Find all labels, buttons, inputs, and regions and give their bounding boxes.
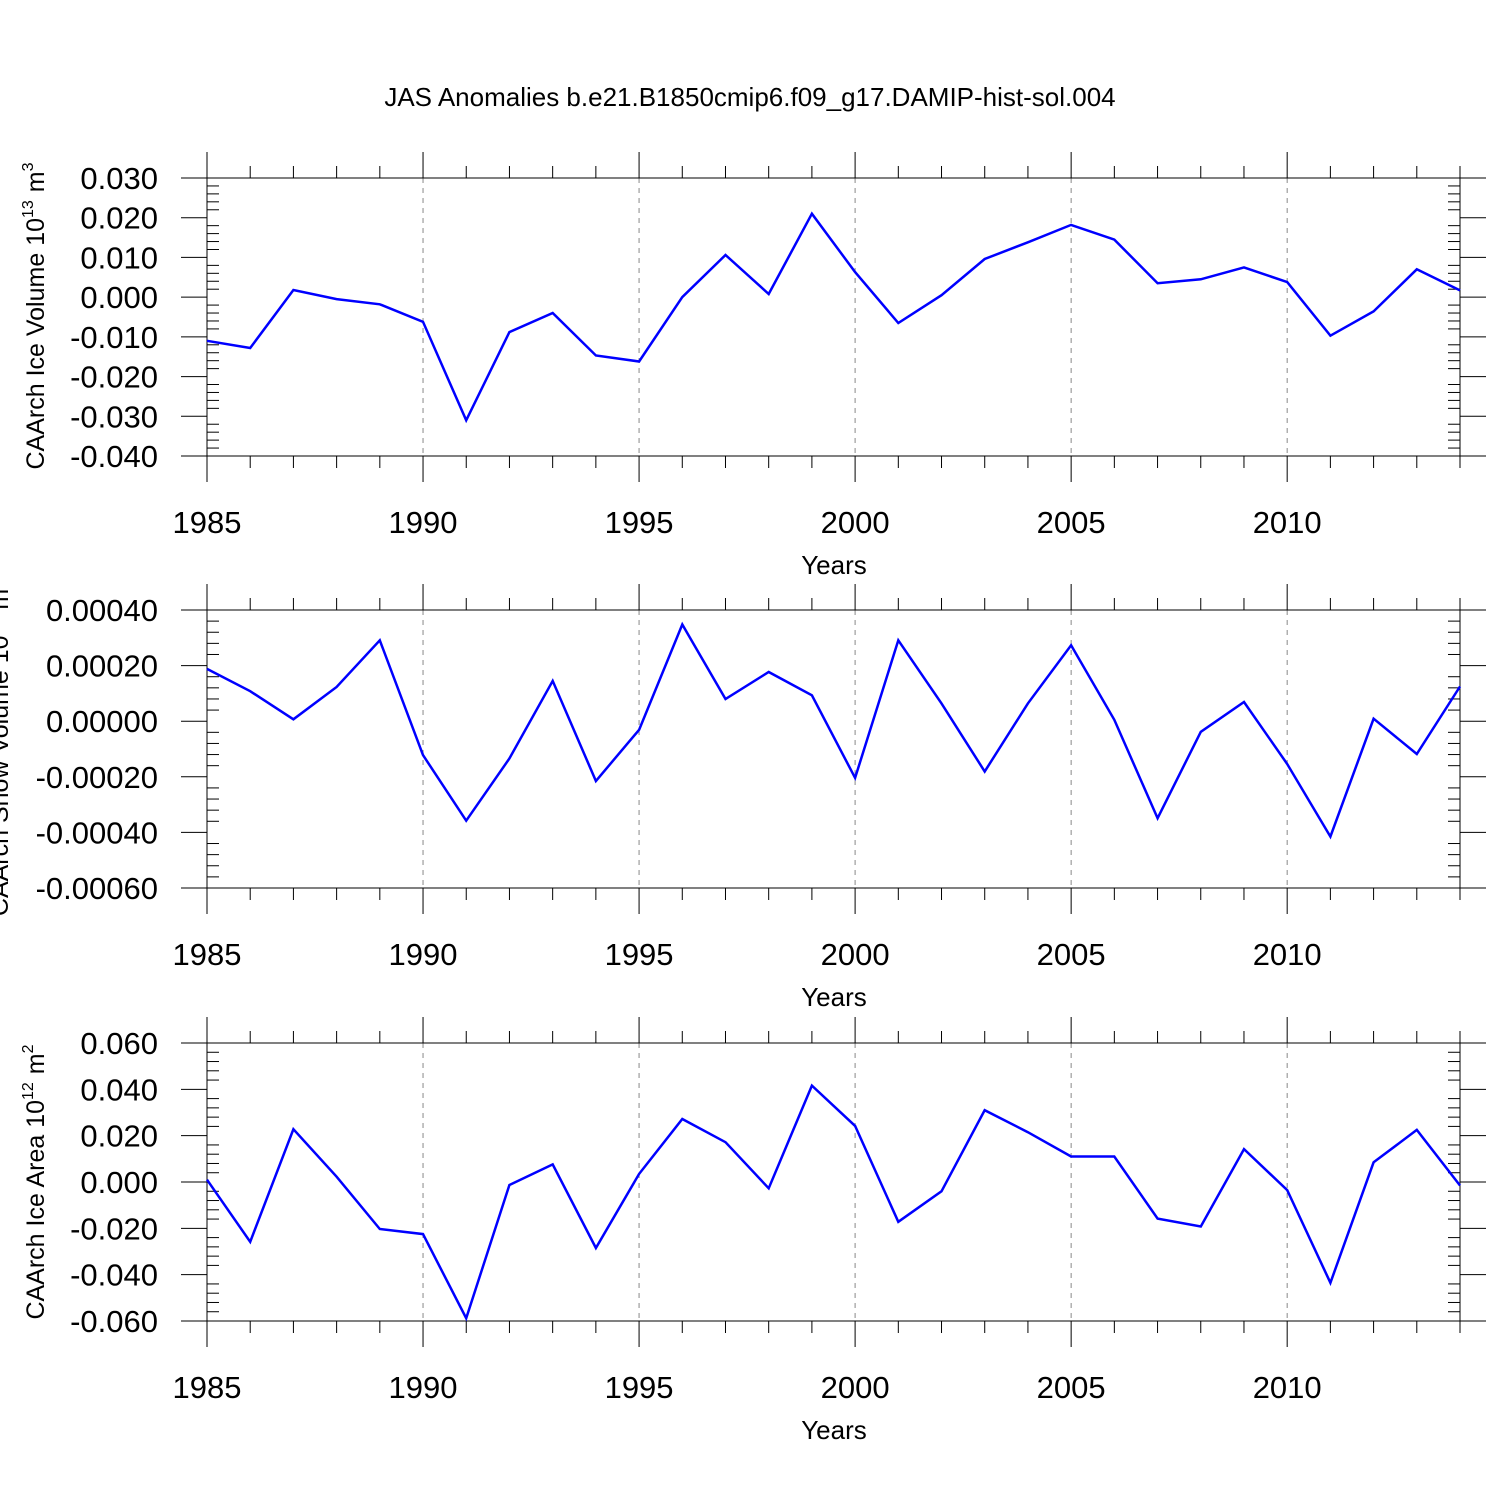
y-axis-title: CAArch Snow Volume 1013m3 [0, 580, 14, 916]
snow-volume-panel: CAArch Snow Volume 1013m3 Years -0.00060… [0, 580, 1486, 1012]
y-tick-label: -0.010 [70, 320, 158, 355]
y-tick-label: 0.020 [80, 201, 158, 236]
x-tick-label: 1995 [605, 1370, 674, 1405]
y-tick-label: 0.010 [80, 240, 158, 275]
ice-volume-panel: CAArch Ice Volume 1013m3 Years -0.040 -0.… [20, 152, 1486, 580]
x-tick-label: 1995 [605, 505, 674, 540]
y-tick-label: 0.000 [80, 280, 158, 315]
x-axis-title: Years [801, 982, 867, 1012]
x-tick-label: 2005 [1037, 505, 1106, 540]
x-tick-label: 1985 [173, 1370, 242, 1405]
x-tick-label: 2000 [821, 937, 890, 972]
x-tick-label: 2010 [1253, 505, 1322, 540]
series-line [205, 1083, 1461, 1322]
x-tick-label: 2000 [821, 1370, 890, 1405]
x-tick-label: 1985 [173, 937, 242, 972]
plot-frame [206, 609, 1461, 889]
series-line [206, 621, 1462, 840]
x-tick-label: 1990 [389, 1370, 458, 1405]
x-axis-title: Years [801, 550, 867, 580]
x-tick-label: 2005 [1037, 937, 1106, 972]
y-tick-label: 0.000 [80, 1165, 158, 1200]
figure-title: JAS Anomalies b.e21.B1850cmip6.f09_g17.D… [384, 82, 1115, 112]
plot-frame [206, 1042, 1461, 1322]
y-tick-label: -0.020 [70, 360, 158, 395]
x-tick-label: 1995 [605, 937, 674, 972]
x-tick-label: 1990 [389, 937, 458, 972]
y-tick-label: -0.040 [70, 439, 158, 474]
x-tick-label: 2005 [1037, 1370, 1106, 1405]
x-tick-label: 1985 [173, 505, 242, 540]
y-axis-title: CAArch Ice Volume 1013m3 [20, 162, 50, 469]
series-line [206, 211, 1461, 424]
y-tick-label: 0.060 [80, 1026, 158, 1061]
x-tick-label: 2000 [821, 505, 890, 540]
x-tick-label: 2010 [1253, 937, 1322, 972]
x-tick-label: 2010 [1253, 1370, 1322, 1405]
x-axis-title: Years [801, 1415, 867, 1445]
y-tick-label: 0.030 [80, 161, 158, 196]
y-tick-label: -0.00060 [36, 871, 158, 906]
y-axis-title: CAArch Ice Area 1012m2 [20, 1044, 50, 1319]
y-tick-label: 0.00020 [46, 649, 158, 684]
x-tick-label: 1990 [389, 505, 458, 540]
y-tick-label: 0.00000 [46, 704, 158, 739]
y-tick-label: -0.040 [70, 1258, 158, 1293]
y-tick-label: 0.020 [80, 1119, 158, 1154]
y-tick-label: 0.040 [80, 1072, 158, 1107]
y-tick-label: -0.030 [70, 399, 158, 434]
y-tick-label: -0.060 [70, 1304, 158, 1339]
ice-area-panel: CAArch Ice Area 1012m2 Years -0.060 -0.04… [20, 1017, 1486, 1445]
y-tick-label: -0.020 [70, 1211, 158, 1246]
plot-frame [206, 177, 1461, 457]
y-tick-label: -0.00020 [36, 760, 158, 795]
y-tick-label: 0.00040 [46, 593, 158, 628]
y-tick-label: -0.00040 [36, 815, 158, 850]
